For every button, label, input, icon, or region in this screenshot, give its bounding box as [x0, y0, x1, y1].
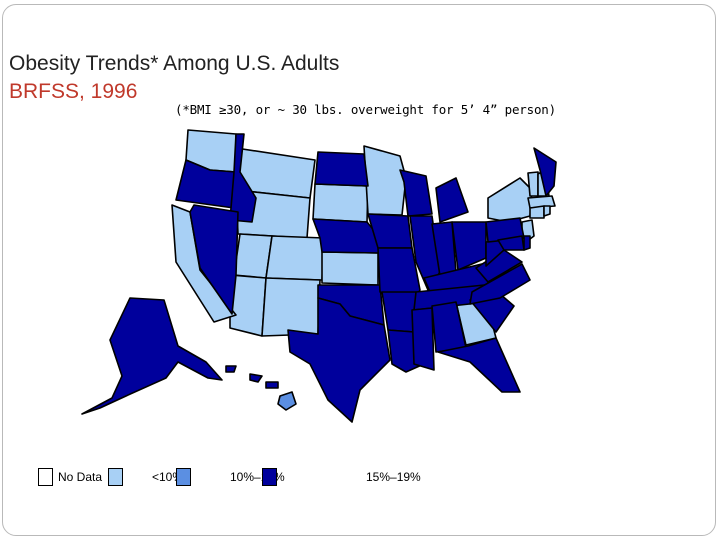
state-nevada	[189, 204, 239, 315]
state-maine	[533, 147, 557, 197]
map-title: Obesity Trends* Among U.S. Adults	[9, 52, 340, 75]
state-massachusetts	[527, 195, 556, 209]
legend-label-lt10: <10%	[152, 470, 184, 484]
state-north-dakota	[314, 151, 369, 187]
state-wisconsin	[399, 169, 433, 217]
states-15-19	[81, 133, 557, 423]
state-hawaii-big-island	[277, 391, 297, 411]
state-new-york	[487, 177, 533, 223]
legend-label-15-19: 15%–19%	[366, 470, 421, 484]
state-delaware	[523, 235, 531, 251]
state-ohio	[451, 221, 487, 271]
state-nebraska	[312, 218, 381, 254]
map-subtitle: BRFSS, 1996	[9, 80, 138, 103]
state-kansas	[321, 251, 379, 286]
state-north-carolina	[469, 263, 531, 305]
state-alaska	[81, 297, 223, 415]
state-mississippi	[411, 307, 435, 371]
state-arkansas	[381, 291, 417, 333]
state-south-dakota	[312, 183, 369, 223]
legend-swatch-lt10	[108, 468, 123, 486]
state-minnesota	[363, 145, 407, 216]
legend-swatch-no-data	[38, 468, 53, 486]
state-texas	[287, 297, 391, 423]
state-michigan	[435, 177, 469, 223]
states-10-14	[277, 391, 297, 411]
state-florida	[437, 337, 521, 393]
state-rhode-island	[543, 205, 551, 217]
legend-swatch-15-19	[262, 468, 277, 486]
state-hawaii-maui	[265, 381, 279, 389]
state-hawaii-oahu	[249, 373, 263, 383]
state-idaho	[229, 133, 257, 223]
state-connecticut	[529, 205, 545, 219]
state-hawaii-kauai	[225, 365, 237, 373]
states-lt10	[171, 129, 556, 346]
legend-label-no-data: No Data	[58, 470, 103, 484]
bmi-footnote: (*BMI ≥30, or ~ 30 lbs. overweight for 5…	[175, 102, 556, 117]
state-vermont	[527, 171, 539, 197]
state-new-mexico	[261, 277, 321, 337]
legend-swatch-10-14	[176, 468, 191, 486]
state-colorado	[265, 235, 325, 281]
